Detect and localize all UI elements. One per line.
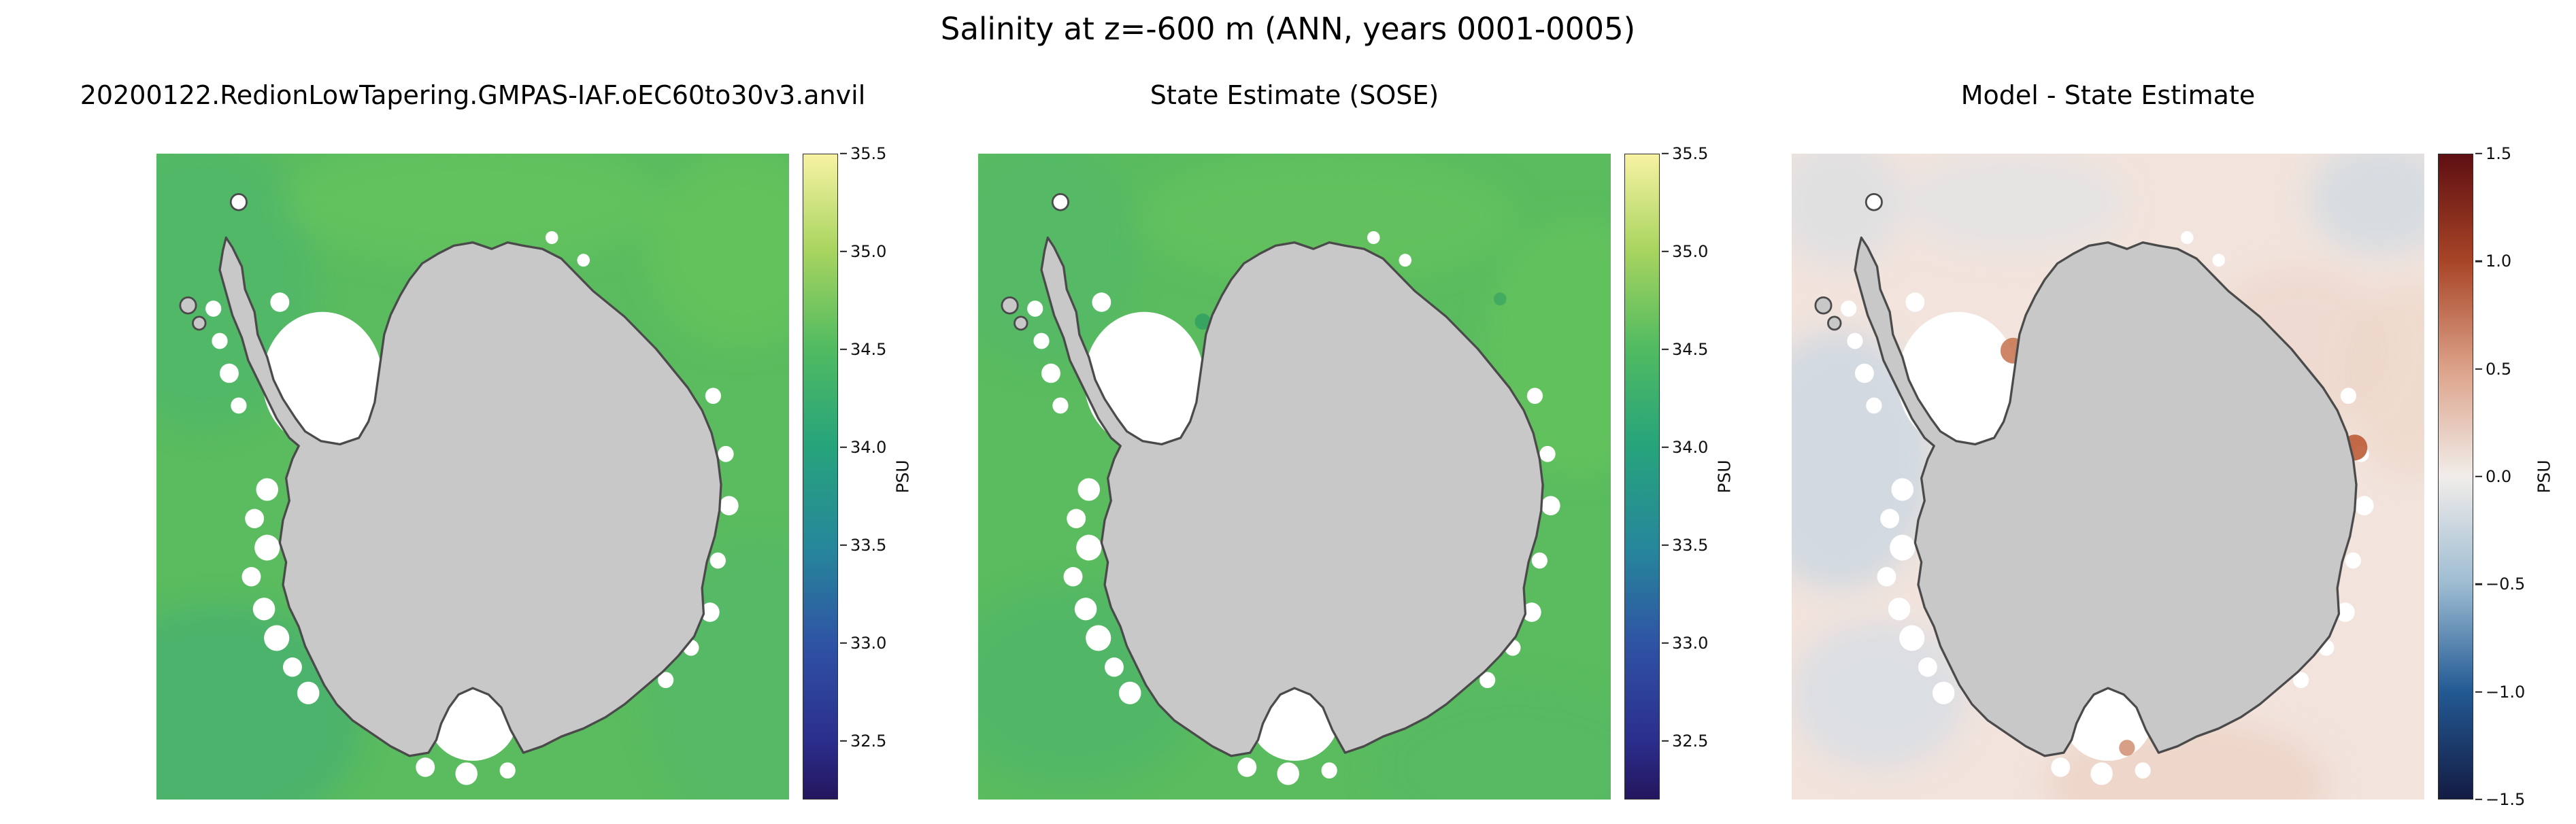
- colorbar-tick-label: 35.5: [850, 144, 887, 163]
- colorbar-tick-label: 1.0: [2486, 252, 2512, 271]
- colorbar-model-ticks: 35.5 35.0 34.5 34.0 33.5 33.0 32.5: [838, 145, 940, 800]
- colorbar-model: [803, 154, 838, 800]
- figure-title: Salinity at z=-600 m (ANN, years 0001-00…: [940, 11, 1636, 47]
- panel-sose-title: State Estimate (SOSE): [1150, 80, 1439, 110]
- colorbar-tick-label: 34.5: [850, 339, 887, 359]
- colorbar-tick-label: 32.5: [1672, 731, 1709, 751]
- colorbar-tick-label: 32.5: [850, 731, 887, 751]
- panel-diff-title: Model - State Estimate: [1960, 80, 2256, 110]
- colorbar-tick-label: 34.0: [850, 437, 887, 457]
- colorbar-tick-label: 1.5: [2486, 144, 2512, 163]
- colorbar-tick-label: 34.5: [1672, 339, 1709, 359]
- colorbar-tick-label: 33.0: [1672, 633, 1709, 653]
- colorbar-tick-label: 35.0: [1672, 241, 1709, 261]
- colorbar-tick-label: 35.5: [1672, 144, 1709, 163]
- colorbar-model-unit-label: PSU: [892, 460, 913, 494]
- colorbar-tick-label: 35.0: [850, 241, 887, 261]
- map-difference: [1792, 154, 2424, 800]
- colorbar-sose-unit-label: PSU: [1714, 460, 1735, 494]
- colorbar-diff: [2438, 154, 2473, 800]
- colorbar-tick-label: −1.5: [2486, 790, 2526, 809]
- colorbar-tick-label: −0.5: [2486, 574, 2526, 594]
- colorbar-sose: [1624, 154, 1660, 800]
- map-sose-salinity: [978, 154, 1611, 800]
- colorbar-tick-label: 33.5: [1672, 535, 1709, 555]
- colorbar-sose-ticks: 35.5 35.0 34.5 34.0 33.5 33.0 32.5: [1660, 145, 1762, 800]
- colorbar-diff-unit-label: PSU: [2534, 460, 2554, 494]
- colorbar-tick-label: 33.5: [850, 535, 887, 555]
- panel-model-title: 20200122.RedionLowTapering.GMPAS-IAF.oEC…: [80, 80, 866, 110]
- colorbar-tick-label: 0.5: [2486, 359, 2512, 379]
- colorbar-tick-label: −1.0: [2486, 682, 2526, 702]
- colorbar-diff-ticks: 1.5 1.0 0.5 0.0 −0.5 −1.0 −1.5: [2473, 145, 2575, 808]
- colorbar-tick-label: 34.0: [1672, 437, 1709, 457]
- map-model-salinity: [156, 154, 789, 800]
- colorbar-tick-label: 33.0: [850, 633, 887, 653]
- colorbar-tick-label: 0.0: [2486, 467, 2512, 486]
